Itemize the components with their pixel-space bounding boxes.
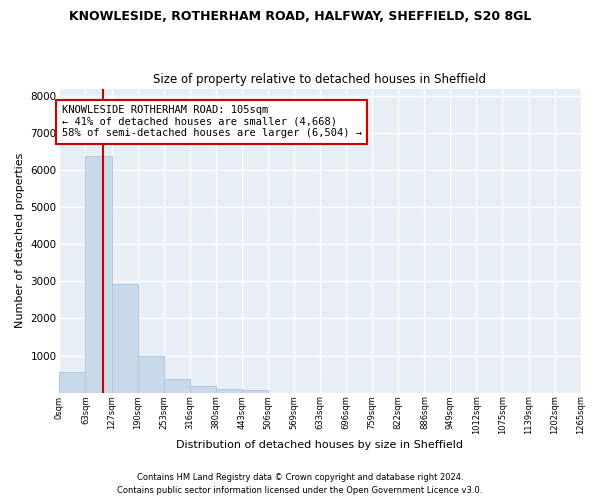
Bar — [190, 386, 216, 392]
Title: Size of property relative to detached houses in Sheffield: Size of property relative to detached ho… — [154, 73, 487, 86]
Bar — [59, 372, 85, 392]
Bar — [85, 156, 112, 392]
Bar — [242, 390, 268, 392]
X-axis label: Distribution of detached houses by size in Sheffield: Distribution of detached houses by size … — [176, 440, 463, 450]
Bar — [138, 356, 164, 393]
Text: Contains HM Land Registry data © Crown copyright and database right 2024.
Contai: Contains HM Land Registry data © Crown c… — [118, 474, 482, 495]
Text: KNOWLESIDE, ROTHERHAM ROAD, HALFWAY, SHEFFIELD, S20 8GL: KNOWLESIDE, ROTHERHAM ROAD, HALFWAY, SHE… — [69, 10, 531, 23]
Bar — [216, 389, 242, 392]
Y-axis label: Number of detached properties: Number of detached properties — [15, 153, 25, 328]
Bar — [112, 284, 138, 393]
Bar — [164, 380, 190, 392]
Text: KNOWLESIDE ROTHERHAM ROAD: 105sqm
← 41% of detached houses are smaller (4,668)
5: KNOWLESIDE ROTHERHAM ROAD: 105sqm ← 41% … — [62, 105, 362, 138]
